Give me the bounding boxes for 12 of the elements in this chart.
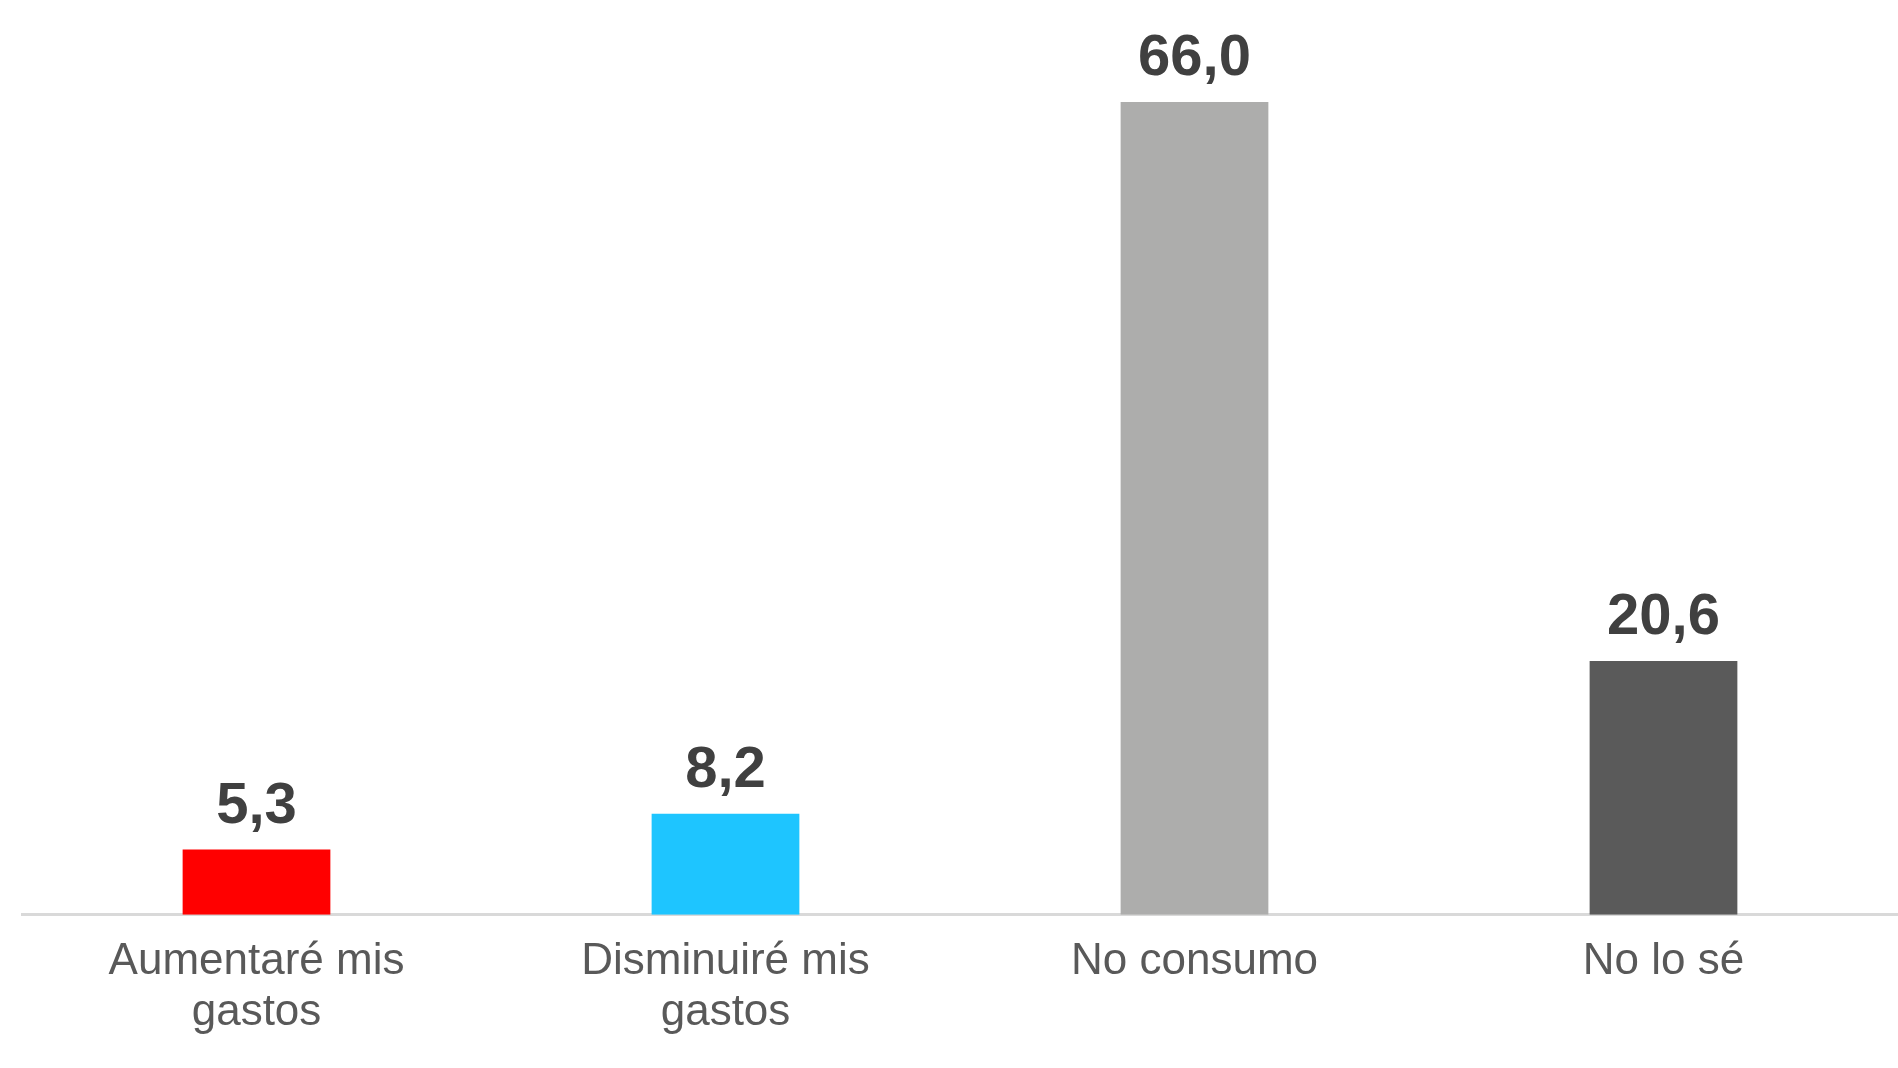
bar: [1589, 661, 1738, 915]
bar: [651, 813, 800, 915]
data-label: 5,3: [216, 769, 297, 835]
x-tick-label: Disminuiré mis gastos: [581, 934, 870, 1034]
data-label: 66,0: [1138, 22, 1251, 87]
bar: [182, 849, 331, 915]
bar: [1120, 102, 1269, 915]
x-tick-label: No consumo: [1070, 934, 1319, 984]
x-tick-label: No lo sé: [1582, 934, 1745, 984]
data-label: 8,2: [685, 733, 766, 799]
data-label: 20,6: [1607, 581, 1720, 647]
x-tick-label: Aumentaré mis gastos: [108, 934, 405, 1034]
